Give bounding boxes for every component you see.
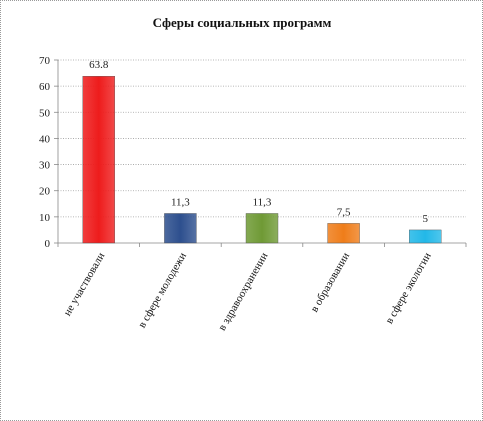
y-tick-label: 0 — [45, 238, 51, 250]
y-tick-label: 20 — [39, 186, 51, 198]
data-label: 5 — [422, 213, 428, 225]
gridlines — [58, 59, 466, 218]
data-label: 11,3 — [171, 196, 190, 208]
y-tick-label: 30 — [39, 160, 51, 172]
data-label: 63.8 — [89, 59, 109, 71]
bar — [82, 76, 116, 244]
x-tick-label: в здравоохранении — [216, 250, 271, 333]
data-label: 7,5 — [337, 206, 351, 218]
y-tick-label: 60 — [39, 81, 51, 93]
bar — [327, 223, 360, 244]
bar — [245, 213, 279, 244]
data-label: 11,3 — [253, 196, 272, 208]
bar — [164, 213, 197, 244]
y-tick-label: 40 — [39, 133, 51, 145]
x-tick-label: не участвовали — [61, 250, 107, 318]
y-tick-label: 70 — [39, 55, 51, 67]
axes — [54, 59, 467, 247]
y-tick-label: 10 — [39, 212, 51, 224]
bar — [409, 229, 442, 244]
x-tick-label: в сфере экологии — [383, 250, 434, 326]
x-tick-label: в сфере молодежи — [136, 250, 189, 330]
bars — [82, 76, 442, 244]
x-tick-label: в образовании — [308, 250, 352, 314]
y-tick-label: 50 — [39, 107, 51, 119]
chart-title: Сферы социальных программ — [153, 15, 332, 30]
